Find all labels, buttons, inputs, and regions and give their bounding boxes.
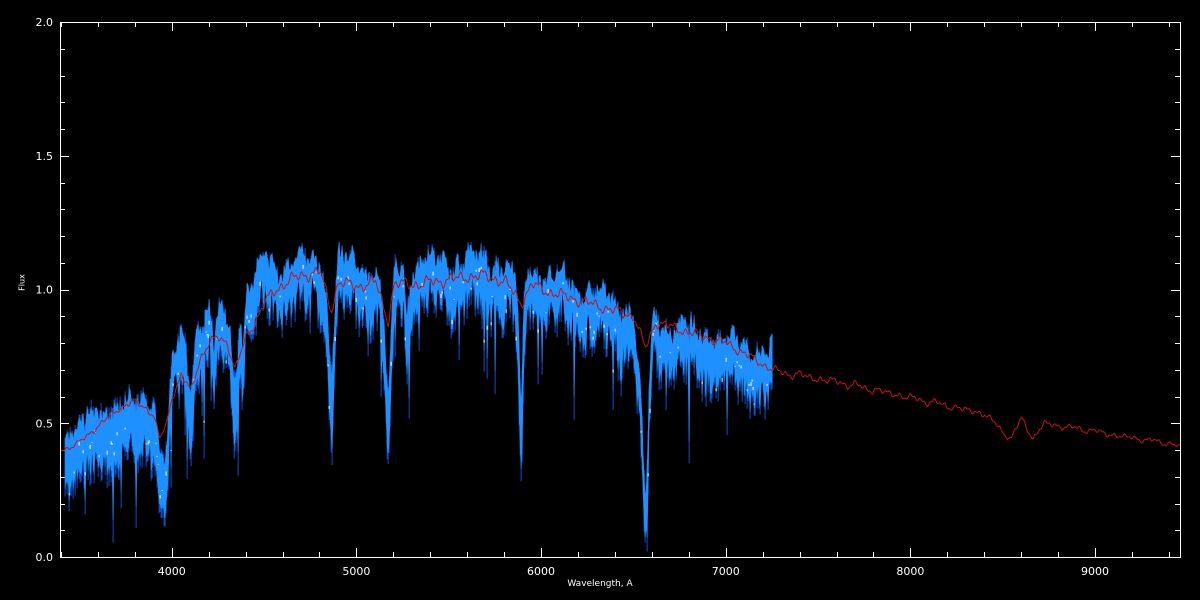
observed-highlight-specks — [68, 264, 768, 499]
x-axis-label: Wavelength, A — [567, 579, 633, 589]
axes-frame — [60, 22, 1181, 558]
x-tick-label: 8000 — [896, 565, 924, 578]
observed-core-band — [64, 242, 773, 538]
y-tick-label: 0.5 — [36, 417, 54, 430]
observed-spectrum-series — [64, 241, 773, 552]
data-layer — [60, 241, 1181, 552]
axis-layer — [60, 22, 1180, 558]
x-tick-label: 9000 — [1081, 565, 1109, 578]
plot-frame — [60, 22, 1181, 558]
y-tick-label: 2.0 — [36, 16, 54, 29]
y-tick-label: 0.0 — [36, 551, 54, 564]
y-axis-label: Flux — [17, 274, 27, 291]
tick-label-layer: 4000 5000 6000 7000 8000 9000 0.0 0.5 1.0 1.5 2.0 — [36, 16, 1110, 578]
y-tick-label: 1.0 — [36, 284, 54, 297]
model-spectrum-line — [60, 267, 1181, 452]
x-tick-label: 5000 — [342, 565, 370, 578]
x-tick-label: 7000 — [712, 565, 740, 578]
y-tick-label: 1.5 — [36, 150, 54, 163]
x-tick-label: 6000 — [527, 565, 555, 578]
x-tick-label: 4000 — [158, 565, 186, 578]
